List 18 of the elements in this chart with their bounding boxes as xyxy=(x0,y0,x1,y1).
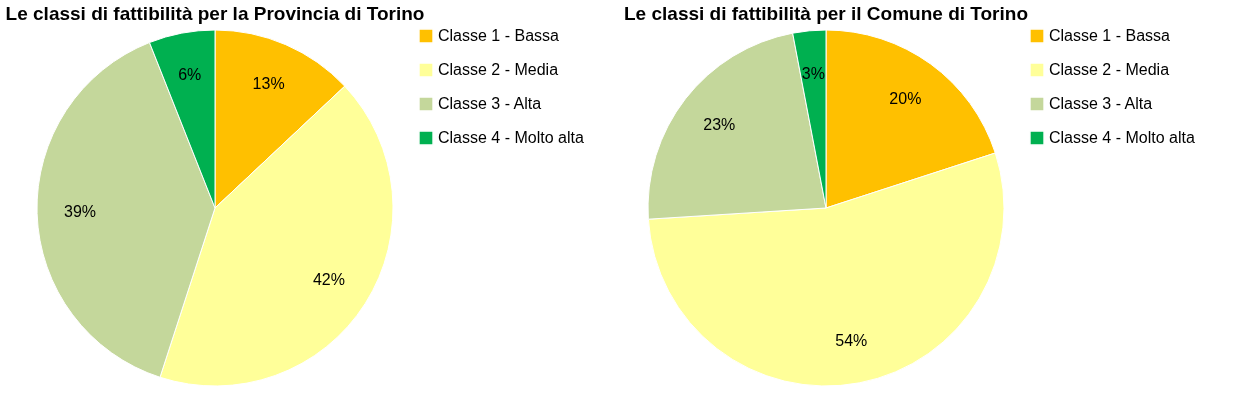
data-label: 42% xyxy=(312,271,345,289)
legend-label: Classe 3 - Alta xyxy=(438,95,542,112)
legend-label: Classe 3 - Alta xyxy=(1049,95,1153,112)
data-label: 13% xyxy=(252,75,285,93)
legend-label: Classe 2 - Media xyxy=(438,61,559,78)
legend-label: Classe 2 - Media xyxy=(1049,61,1170,78)
legend-label: Classe 1 - Bassa xyxy=(1049,27,1171,44)
chart-title: Le classi di fattibilità per il Comune di Torino xyxy=(624,3,1028,24)
data-label: 20% xyxy=(889,89,922,107)
data-label: 39% xyxy=(64,203,97,221)
chart-title: Le classi di fattibilità per la Provincia di Torino xyxy=(5,3,425,24)
data-label: 23% xyxy=(703,116,736,134)
legend-label: Classe 4 - Molto alta xyxy=(438,129,584,146)
data-label: 54% xyxy=(835,331,868,349)
data-label: 6% xyxy=(178,66,202,84)
data-label: 3% xyxy=(801,64,825,82)
legend-label: Classe 4 - Molto alta xyxy=(1049,129,1195,146)
legend-label: Classe 1 - Bassa xyxy=(438,27,560,44)
